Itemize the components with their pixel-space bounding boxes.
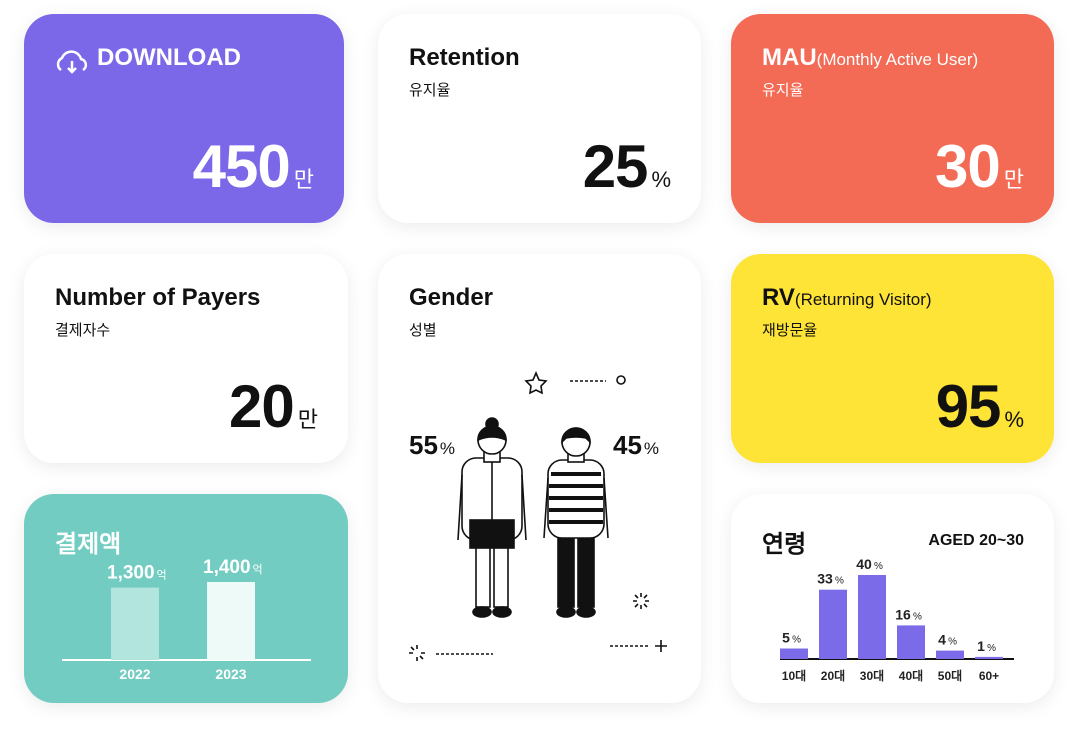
card-subtitle: 성별 [409, 322, 437, 339]
mau-card: MAU(Monthly Active User) 유지율 30 만 [731, 14, 1054, 223]
retention-card: Retention 유지율 25% [378, 14, 701, 223]
value-unit: 만 [293, 167, 314, 192]
card-value: 30 만 [935, 132, 1024, 201]
card-subtitle: 재방문율 [762, 322, 818, 339]
card-value: 20 만 [229, 372, 318, 441]
rv-card: RV(Returning Visitor) 재방문율 95% [731, 254, 1054, 463]
value-unit: % [651, 167, 671, 192]
age-card: 연령 AGED 20~30 [731, 494, 1054, 703]
card-subtitle: 유지율 [409, 82, 451, 99]
title-note: (Returning Visitor) [794, 290, 932, 309]
card-value: 450 만 [193, 132, 314, 201]
card-title: 결제액 [55, 531, 122, 558]
title-note: (Monthly Active User) [816, 50, 979, 69]
value-number: 20 [229, 373, 295, 440]
value-number: 450 [192, 133, 291, 200]
payment-card: 결제액 [24, 494, 348, 703]
value-number: 25 [582, 133, 649, 200]
card-title: DOWNLOAD [97, 44, 241, 71]
card-title: Number of Payers [55, 284, 261, 311]
value-unit: 만 [1003, 167, 1024, 192]
title-main: RV [762, 284, 795, 311]
card-subtitle: AGED 20~30 [928, 532, 1024, 549]
value-unit: 만 [297, 407, 318, 432]
download-icon [56, 50, 88, 74]
card-value: 95% [936, 372, 1024, 441]
value-unit: % [1004, 407, 1024, 432]
card-subtitle: 결제자수 [55, 322, 111, 339]
gender-card: Gender 성별 [378, 254, 701, 703]
card-subtitle: 유지율 [762, 82, 804, 99]
value-number: 30 [935, 133, 1001, 200]
card-title: 연령 [762, 531, 807, 558]
card-title: Retention [409, 44, 520, 71]
card-title: MAU(Monthly Active User) [762, 44, 978, 72]
card-value: 25% [583, 132, 671, 201]
payers-card: Number of Payers 결제자수 20 만 [24, 254, 348, 463]
download-card: DOWNLOAD 450 만 [24, 14, 344, 223]
card-title: RV(Returning Visitor) [762, 284, 932, 312]
title-main: MAU [762, 44, 817, 71]
card-title: Gender [409, 284, 494, 311]
value-number: 95 [935, 373, 1002, 440]
